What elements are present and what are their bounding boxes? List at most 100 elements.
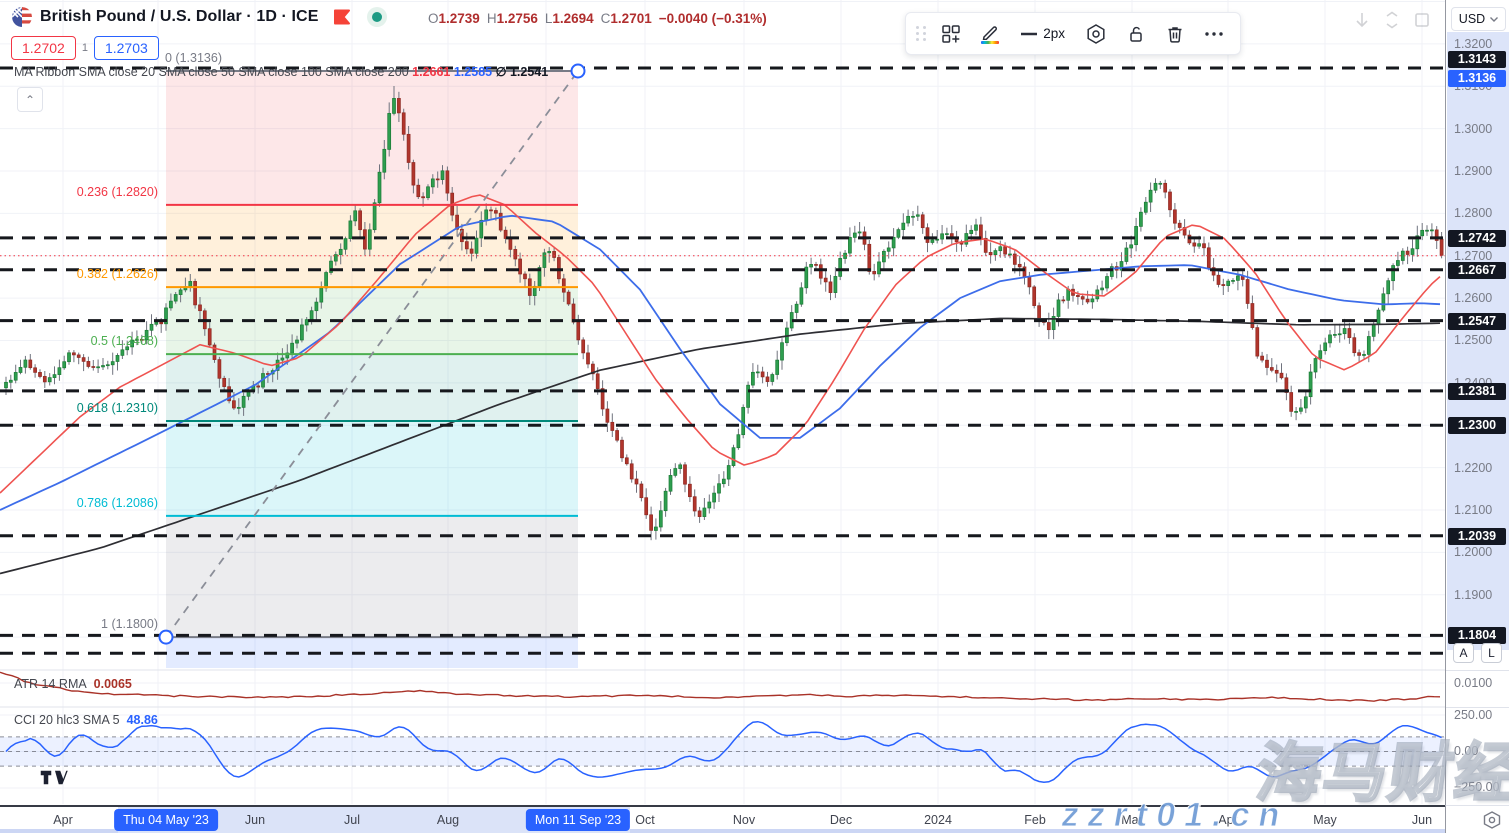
cci-tick: −250.00	[1454, 780, 1500, 794]
price-tick: 1.3000	[1454, 122, 1493, 136]
fib-level-lines[interactable]	[166, 70, 578, 639]
currency-dropdown[interactable]: USD	[1451, 7, 1506, 31]
axis-corner	[1445, 805, 1509, 833]
fib-label-0.786: 0.786 (1.2086)	[76, 496, 158, 510]
price-tick: 1.2800	[1454, 206, 1493, 220]
trend-anchor-start	[158, 629, 174, 645]
collapse-pane-icon[interactable]	[1382, 10, 1402, 30]
atr-legend[interactable]: ATR 14 RMA 0.0065	[14, 677, 132, 691]
more-options-icon[interactable]	[1199, 17, 1230, 51]
price-tick: 1.1900	[1454, 588, 1493, 602]
template-icon[interactable]	[935, 17, 966, 51]
price-tick: 1.2600	[1454, 291, 1493, 305]
line-price-label: 1.1804	[1448, 627, 1506, 644]
ask-button[interactable]: 1.2703	[93, 36, 159, 60]
chevron-down-icon	[1490, 16, 1499, 22]
market-flag-icon[interactable]	[333, 9, 351, 25]
line-width-button[interactable]: 2px	[1021, 26, 1066, 41]
line-price-label: 1.2667	[1448, 262, 1506, 279]
drawing-toolbar: 2px	[905, 12, 1241, 55]
cci-title: CCI 20 hlc3 SMA 5	[14, 713, 120, 727]
time-tick: Apr	[53, 813, 73, 827]
sma100-line	[0, 214, 1441, 511]
trend-anchor-end	[570, 63, 586, 79]
price-tick: 1.2200	[1454, 461, 1493, 475]
time-tick: Apr	[1218, 813, 1238, 827]
line-price-label: 1.2039	[1448, 528, 1506, 545]
symbol-header: British Pound / U.S. Dollar · 1D · ICE	[12, 7, 387, 27]
pane-dividers[interactable]	[0, 669, 1445, 708]
line-price-label: 1.2381	[1448, 383, 1506, 400]
price-tick: 1.2000	[1454, 545, 1493, 559]
drag-handle-icon[interactable]	[916, 26, 927, 41]
cci-line	[5, 720, 1442, 784]
symbol-title[interactable]: British Pound / U.S. Dollar · 1D · ICE	[40, 8, 319, 25]
price-scale[interactable]: USD 1.32001.31001.30001.29001.28001.2700…	[1445, 0, 1509, 805]
time-tick: Jun	[244, 813, 266, 827]
cci-legend[interactable]: CCI 20 hlc3 SMA 5 48.86	[14, 713, 158, 727]
candles-down	[28, 98, 1444, 531]
color-pencil-icon[interactable]	[974, 17, 1005, 51]
ma-ribbon-title: MA Ribbon SMA close 20 SMA close 50 SMA …	[14, 65, 409, 79]
price-tick: 1.2700	[1454, 249, 1493, 263]
time-tick: Nov	[732, 813, 756, 827]
settings-icon[interactable]	[1081, 17, 1112, 51]
price-tick: 1.2900	[1454, 164, 1493, 178]
fib-label-0.382: 0.382 (1.2626)	[76, 267, 158, 281]
line-price-label: 1.2300	[1448, 417, 1506, 434]
price-scale-highlight	[1447, 32, 1509, 650]
bid-button[interactable]: 1.2702	[11, 36, 76, 60]
price-tick: 1.2100	[1454, 503, 1493, 517]
time-tick: Oct	[635, 813, 655, 827]
change-value: −0.0040 (−0.31%)	[658, 11, 767, 26]
hexagon-settings-icon[interactable]	[1481, 810, 1503, 830]
trend-line[interactable]	[158, 63, 586, 645]
chart-canvas[interactable]	[0, 0, 1445, 805]
legend-collapse-button[interactable]: ⌃	[17, 87, 43, 112]
ohlc-readout: O1.2739 H1.2756 L1.2694 C1.2701 −0.0040 …	[428, 11, 767, 26]
move-pane-down-icon[interactable]	[1352, 10, 1372, 30]
atr-title: ATR 14 RMA	[14, 677, 87, 691]
drawing-date-label: Mon 11 Sep '23	[525, 809, 631, 831]
time-axis[interactable]: Apr Thu 04 May '23 Jun Jul Aug Mon 11 Sep '23…	[0, 805, 1445, 833]
lock-icon[interactable]	[1120, 17, 1151, 51]
auto-scale-button[interactable]: A	[1453, 643, 1474, 663]
fib-zones	[166, 71, 578, 668]
maximize-pane-icon[interactable]	[1412, 10, 1432, 30]
log-scale-button[interactable]: L	[1481, 643, 1502, 663]
trash-icon[interactable]	[1159, 17, 1190, 51]
time-tick: Mar	[1121, 813, 1143, 827]
drawing-date-label: Thu 04 May '23	[114, 809, 218, 831]
time-tick: Jul	[344, 813, 360, 827]
line-price-label: 1.2742	[1448, 230, 1506, 247]
time-tick: Dec	[829, 813, 853, 827]
atr-line	[0, 671, 1441, 702]
cci-tick: 0.00	[1454, 744, 1479, 758]
line-price-label: 1.2547	[1448, 313, 1506, 330]
time-tick: Aug	[436, 813, 460, 827]
time-tick: Jun	[1411, 813, 1433, 827]
gbpusd-flag-icon	[12, 7, 32, 27]
time-tick: May	[1313, 813, 1337, 827]
price-tick: 1.2500	[1454, 333, 1493, 347]
atr-tick: 0.0100	[1454, 676, 1493, 690]
pane-controls	[1352, 10, 1432, 30]
time-tick: Feb	[1024, 813, 1046, 827]
ma-ribbon-legend[interactable]: MA Ribbon SMA close 20 SMA close 50 SMA …	[14, 64, 548, 79]
fib-price-label: 1.3136	[1448, 70, 1506, 87]
cci-tick: 250.00	[1454, 708, 1493, 722]
ma-value: 1.2585	[453, 65, 493, 79]
market-status-icon[interactable]	[366, 7, 387, 27]
spread-value: 1	[81, 42, 88, 54]
ma-value: ∅ 1.2541	[495, 65, 549, 79]
bottom-strip	[0, 829, 1445, 833]
fib-label-0: 0 (1.3136)	[165, 51, 222, 65]
cci-band-lines	[0, 736, 1445, 767]
fib-label-1: 1 (1.1800)	[101, 617, 158, 631]
line-price-label: 1.3143	[1448, 51, 1506, 68]
ma-value: 1.2661	[412, 65, 451, 79]
tradingview-logo[interactable]	[40, 770, 74, 790]
fib-label-0.618: 0.618 (1.2310)	[76, 401, 158, 415]
time-tick: 2024	[924, 813, 952, 827]
